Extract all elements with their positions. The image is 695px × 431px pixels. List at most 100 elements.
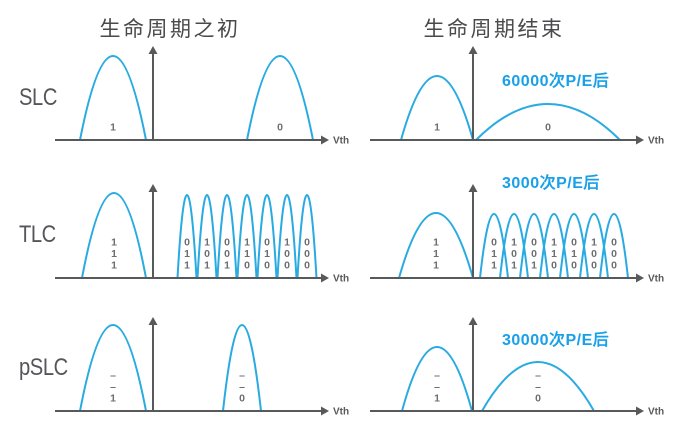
vth-distribution-curve bbox=[400, 75, 474, 141]
bit-state-label: 1 bbox=[184, 260, 190, 272]
panel-pslc-begin: Vth––1––0 bbox=[55, 317, 349, 418]
vth-distribution-curve bbox=[246, 55, 314, 141]
vth-distribution-curve bbox=[216, 194, 238, 279]
bit-state-label: – bbox=[434, 370, 440, 382]
vth-distribution-curve bbox=[559, 213, 589, 279]
bit-state-label: 1 bbox=[111, 248, 117, 260]
vth-distribution-curve bbox=[296, 194, 318, 279]
panel-slc-end: Vth 1 0 bbox=[370, 46, 664, 147]
panel-slc-begin: Vth 1 0 bbox=[55, 46, 349, 147]
bit-state-label: 1 bbox=[551, 237, 557, 249]
vth-distribution-curve bbox=[222, 324, 262, 412]
bit-state-label: 0 bbox=[224, 248, 230, 260]
vth-distribution-curve bbox=[599, 213, 629, 279]
bit-state-label: – bbox=[239, 370, 245, 382]
bit-state-label: 1 bbox=[433, 237, 439, 249]
y-axis-arrow-icon bbox=[468, 317, 478, 325]
bit-state-label: 1 bbox=[184, 248, 190, 260]
bit-state-label: 0 bbox=[244, 260, 250, 272]
vth-distribution-curve bbox=[401, 346, 473, 412]
x-axis-arrow-icon bbox=[636, 406, 644, 416]
bit-state-label: 1 bbox=[224, 260, 230, 272]
bit-state-label: 0 bbox=[277, 122, 283, 134]
bit-state-label: – bbox=[535, 381, 541, 393]
vth-distribution-curve bbox=[475, 103, 621, 141]
bit-state-label: 0 bbox=[611, 260, 617, 272]
bit-state-label: 1 bbox=[434, 122, 440, 134]
bit-state-label: 1 bbox=[571, 248, 577, 260]
y-axis-arrow-icon bbox=[468, 46, 478, 54]
row-label-tlc: TLC bbox=[19, 221, 56, 248]
bit-state-label: 0 bbox=[264, 260, 270, 272]
vth-distribution-curve bbox=[196, 194, 218, 279]
bit-state-label: 0 bbox=[239, 393, 245, 405]
row-label-slc: SLC bbox=[19, 84, 57, 111]
x-axis-arrow-icon bbox=[636, 273, 644, 283]
bit-state-label: 1 bbox=[551, 248, 557, 260]
vth-distribution-curve bbox=[236, 194, 258, 279]
bit-state-label: 0 bbox=[304, 260, 310, 272]
bit-state-label: 0 bbox=[611, 248, 617, 260]
vth-distribution-curve bbox=[481, 361, 595, 412]
bit-state-label: – bbox=[434, 381, 440, 393]
vth-distribution-curve bbox=[398, 212, 474, 279]
bit-state-label: 1 bbox=[204, 237, 210, 249]
bit-state-label: 0 bbox=[545, 122, 551, 134]
bit-state-label: 1 bbox=[511, 237, 517, 249]
vth-distribution-curve bbox=[81, 192, 147, 279]
vth-distribution-curve bbox=[256, 194, 278, 279]
column-title-begin-of-life: 生命周期之初 bbox=[99, 18, 241, 41]
vth-distribution-curve bbox=[539, 213, 569, 279]
x-axis-arrow-icon bbox=[636, 135, 644, 145]
x-axis-arrow-icon bbox=[321, 406, 329, 416]
bit-state-label: – bbox=[239, 381, 245, 393]
vth-distribution-curve bbox=[499, 213, 529, 279]
bit-state-label: 1 bbox=[531, 260, 537, 272]
bit-state-label: 0 bbox=[531, 237, 537, 249]
bit-state-label: 1 bbox=[491, 260, 497, 272]
bit-state-label: 0 bbox=[591, 260, 597, 272]
bit-state-label: 1 bbox=[511, 260, 517, 272]
y-axis-arrow-icon bbox=[148, 46, 158, 54]
x-axis-label: Vth bbox=[648, 136, 664, 147]
x-axis-arrow-icon bbox=[321, 135, 329, 145]
bit-state-label: 0 bbox=[224, 237, 230, 249]
pe-cycles-annotation-tlc: 3000次P/E后 bbox=[502, 175, 600, 192]
pe-cycles-annotation-slc: 60000次P/E后 bbox=[502, 73, 610, 90]
bit-state-label: 0 bbox=[184, 237, 190, 249]
x-axis-label: Vth bbox=[333, 136, 349, 147]
bit-state-label: 0 bbox=[204, 248, 210, 260]
bit-state-label: 0 bbox=[535, 393, 541, 405]
bit-state-label: – bbox=[535, 370, 541, 382]
bit-state-label: 1 bbox=[433, 248, 439, 260]
bit-state-label: 1 bbox=[433, 260, 439, 272]
bit-state-label: 0 bbox=[304, 248, 310, 260]
panel-pslc-end: Vth––1––0 bbox=[370, 317, 664, 418]
bit-state-label: 0 bbox=[264, 237, 270, 249]
y-axis-arrow-icon bbox=[148, 184, 158, 192]
vth-distribution-curve bbox=[479, 213, 509, 279]
x-axis-label: Vth bbox=[648, 274, 664, 285]
y-axis-arrow-icon bbox=[148, 317, 158, 325]
vth-distribution-curve bbox=[579, 213, 609, 279]
bit-state-label: 1 bbox=[491, 248, 497, 260]
bit-state-label: 0 bbox=[551, 260, 557, 272]
vth-distribution-curve bbox=[176, 194, 198, 279]
bit-state-label: 0 bbox=[591, 248, 597, 260]
bit-state-label: 0 bbox=[571, 260, 577, 272]
bit-state-label: 1 bbox=[110, 393, 116, 405]
bit-state-label: – bbox=[110, 370, 116, 382]
vth-distribution-curve bbox=[79, 324, 147, 412]
vth-distribution-curve bbox=[519, 213, 549, 279]
vth-distribution-curve bbox=[276, 194, 298, 279]
x-axis-label: Vth bbox=[648, 407, 664, 418]
bit-state-label: 0 bbox=[611, 237, 617, 249]
bit-state-label: 1 bbox=[244, 237, 250, 249]
bit-state-label: 0 bbox=[284, 248, 290, 260]
bit-state-label: 0 bbox=[531, 248, 537, 260]
bit-state-label: 1 bbox=[434, 393, 440, 405]
x-axis-label: Vth bbox=[333, 407, 349, 418]
bit-state-label: 0 bbox=[304, 237, 310, 249]
